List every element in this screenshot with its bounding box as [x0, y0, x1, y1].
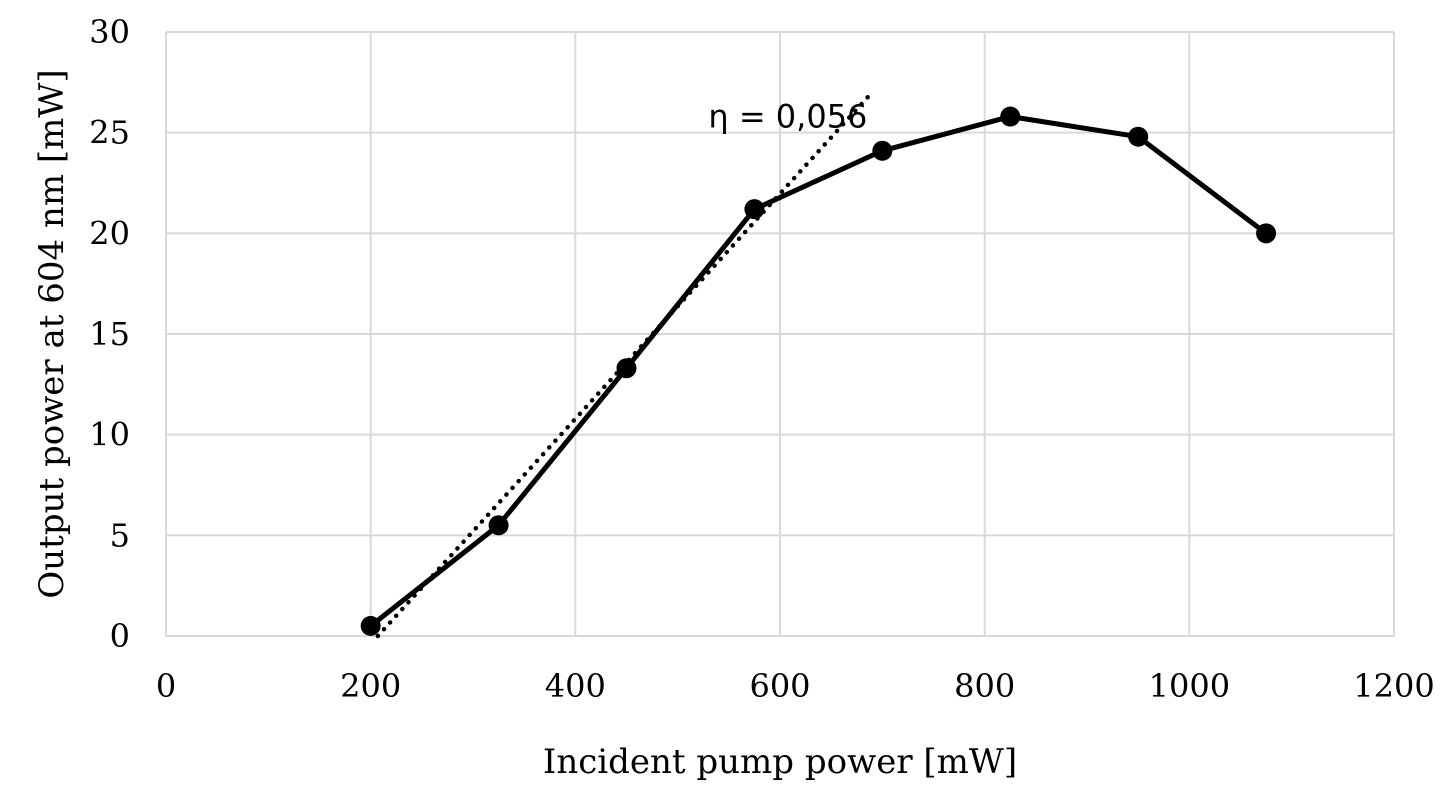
x-tick-label: 1000	[1149, 667, 1230, 705]
data-point	[360, 615, 381, 636]
x-tick-label: 400	[545, 667, 606, 705]
y-tick-label: 5	[110, 516, 130, 554]
data-point	[1256, 223, 1277, 244]
data-point	[488, 515, 509, 536]
y-tick-label: 10	[89, 416, 130, 454]
x-tick-label: 1200	[1353, 667, 1434, 705]
y-axis-ticks: 0 5 10 15 20 25 30	[89, 13, 130, 655]
y-axis-title: Output power at 604 nm [mW]	[32, 69, 72, 598]
x-axis-title: Incident pump power [mW]	[543, 742, 1017, 782]
annotations: η = 0,056	[708, 98, 867, 136]
data-point	[744, 199, 765, 220]
x-tick-label: 800	[954, 667, 1015, 705]
efficiency-annotation: η = 0,056	[708, 98, 867, 136]
data-point	[872, 140, 893, 161]
x-axis-ticks: 0 200 400 600 800 1000 1200	[156, 667, 1435, 705]
data-point	[1000, 106, 1021, 127]
y-tick-label: 25	[89, 114, 130, 152]
grid	[165, 31, 1395, 637]
data-series	[360, 106, 1277, 636]
x-tick-label: 0	[156, 667, 176, 705]
y-tick-label: 30	[89, 13, 130, 51]
y-tick-label: 15	[89, 315, 130, 353]
series-line	[369, 114, 1268, 628]
data-point	[1128, 126, 1149, 147]
y-tick-label: 20	[89, 214, 130, 252]
x-tick-label: 200	[340, 667, 401, 705]
y-tick-label: 0	[110, 617, 130, 655]
data-point	[616, 358, 637, 379]
x-tick-label: 600	[749, 667, 810, 705]
